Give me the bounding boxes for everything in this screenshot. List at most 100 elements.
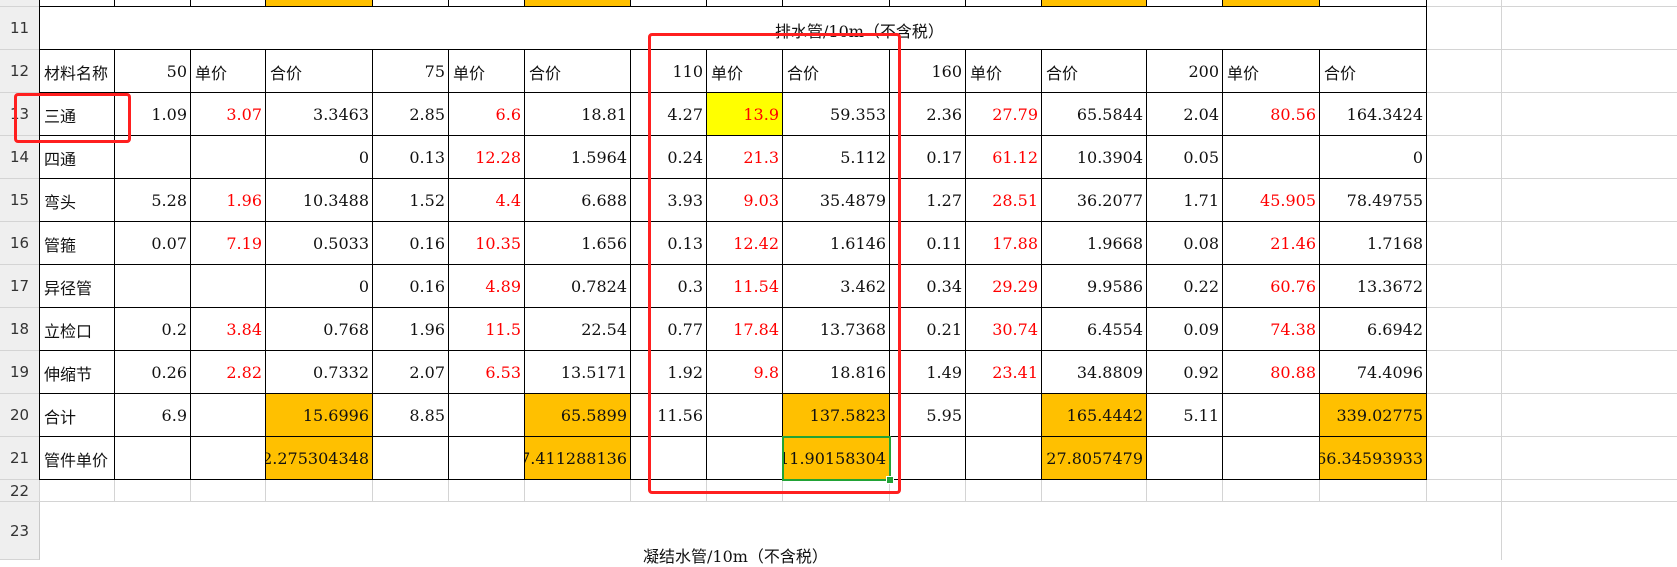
header-cell-t50[interactable]: 合价 xyxy=(270,63,303,83)
cell-q50[interactable]: 1.09 xyxy=(151,105,187,124)
cell-p200[interactable] xyxy=(1223,136,1320,179)
cell-p160[interactable]: 27.79 xyxy=(992,105,1038,124)
cell-q160[interactable]: 0.17 xyxy=(926,148,962,167)
cell-q160[interactable]: 5.95 xyxy=(926,406,962,425)
cell-p75[interactable]: 4.89 xyxy=(485,277,521,296)
cell-p200[interactable]: 74.38 xyxy=(1270,320,1316,339)
cell-q200[interactable]: 2.04 xyxy=(1183,105,1219,124)
cell-q110[interactable]: 3.93 xyxy=(667,191,703,210)
cell-s160[interactable]: 6.4554 xyxy=(1087,320,1143,339)
header-cell-u50[interactable]: 单价 xyxy=(195,63,228,83)
cell-q50[interactable]: 0.26 xyxy=(151,363,187,382)
cell-q160[interactable]: 2.36 xyxy=(926,105,962,124)
cell-p200[interactable]: 45.905 xyxy=(1260,191,1316,210)
cell-s110[interactable]: 59.353 xyxy=(830,105,886,124)
cell-q200[interactable]: 0.08 xyxy=(1183,234,1219,253)
cell-p200[interactable]: 21.46 xyxy=(1270,234,1316,253)
header-cell-t75[interactable]: 合价 xyxy=(529,63,562,83)
cell-s75[interactable]: 0.7824 xyxy=(571,277,627,296)
cell-p160[interactable] xyxy=(966,437,1042,480)
header-cell-c50[interactable]: 50 xyxy=(166,62,187,81)
cell-q160[interactable]: 0.21 xyxy=(926,320,962,339)
cell-s50[interactable]: 15.6996 xyxy=(266,394,373,437)
row-header-12[interactable]: 12 xyxy=(0,50,40,93)
cell-s110[interactable]: 35.4879 xyxy=(819,191,886,210)
cell-p110[interactable]: 11.54 xyxy=(733,277,779,296)
cell-q160[interactable]: 0.11 xyxy=(926,234,962,253)
row-header-17[interactable]: 17 xyxy=(0,265,40,308)
row-header-21[interactable]: 21 xyxy=(0,437,40,480)
cell-s160[interactable]: 165.4442 xyxy=(1042,394,1147,437)
cell-s200[interactable]: 164.3424 xyxy=(1346,105,1423,124)
cell-q75[interactable]: 0.13 xyxy=(409,148,445,167)
cell-q50[interactable]: 5.28 xyxy=(151,191,187,210)
cell-p110[interactable]: 12.42 xyxy=(733,234,779,253)
cell-s50[interactable]: 0 xyxy=(358,148,369,167)
cell-s75[interactable]: 1.5964 xyxy=(571,148,627,167)
row-label[interactable]: 合计 xyxy=(44,407,77,427)
row-label[interactable]: 弯头 xyxy=(44,192,77,212)
cell-q200[interactable] xyxy=(1147,437,1223,480)
cell-p75[interactable]: 6.6 xyxy=(495,105,521,124)
cell-p75[interactable]: 12.28 xyxy=(475,148,521,167)
cell-s200[interactable]: 0 xyxy=(1412,148,1423,167)
cell-q200[interactable]: 0.09 xyxy=(1183,320,1219,339)
row-header-18[interactable]: 18 xyxy=(0,308,40,351)
selected-cell[interactable] xyxy=(782,436,891,481)
cell-s160[interactable]: 36.2077 xyxy=(1076,191,1143,210)
cell-s110[interactable]: 1.6146 xyxy=(830,234,886,253)
cell-s50[interactable]: 2.275304348 xyxy=(266,437,373,480)
cell-p200[interactable]: 60.76 xyxy=(1270,277,1316,296)
cell-s50[interactable]: 0 xyxy=(358,277,369,296)
row-label[interactable]: 四通 xyxy=(44,149,77,169)
row-label[interactable]: 管件单价 xyxy=(44,450,109,470)
cell-p160[interactable]: 61.12 xyxy=(992,148,1038,167)
cell-q200[interactable]: 0.22 xyxy=(1183,277,1219,296)
cell-q200[interactable]: 5.11 xyxy=(1183,406,1219,425)
cell-q110[interactable]: 11.56 xyxy=(657,406,703,425)
cell-q110[interactable]: 0.3 xyxy=(677,277,703,296)
cell-s160[interactable]: 1.9668 xyxy=(1087,234,1143,253)
cell-s110[interactable]: 18.816 xyxy=(830,363,886,382)
cell-q75[interactable]: 1.52 xyxy=(409,191,445,210)
header-cell-u160[interactable]: 单价 xyxy=(970,63,1003,83)
cell-s200[interactable]: 78.49755 xyxy=(1346,191,1423,210)
cell-p160[interactable]: 28.51 xyxy=(992,191,1038,210)
header-cell-c160[interactable]: 160 xyxy=(931,62,962,81)
cell-p50[interactable]: 3.07 xyxy=(226,105,262,124)
cell-p50[interactable]: 2.82 xyxy=(226,363,262,382)
cell-p110[interactable]: 9.8 xyxy=(753,363,779,382)
cell-s110[interactable]: 11.90158304 xyxy=(783,437,890,480)
header-cell-t110[interactable]: 合价 xyxy=(787,63,820,83)
cell-p50[interactable]: 3.84 xyxy=(226,320,262,339)
cell-p160[interactable]: 29.29 xyxy=(992,277,1038,296)
cell-s75[interactable]: 1.656 xyxy=(581,234,627,253)
cell-s110[interactable]: 3.462 xyxy=(840,277,886,296)
cell-q110[interactable]: 4.27 xyxy=(667,105,703,124)
header-cell-name[interactable]: 材料名称 xyxy=(44,63,109,83)
cell-q200[interactable]: 1.71 xyxy=(1183,191,1219,210)
header-cell-t200[interactable]: 合价 xyxy=(1324,63,1357,83)
row-label[interactable]: 管箍 xyxy=(44,235,77,255)
cell-p160[interactable]: 17.88 xyxy=(992,234,1038,253)
cell-p200[interactable]: 80.88 xyxy=(1270,363,1316,382)
row-header-23[interactable]: 23 xyxy=(0,502,40,560)
cell-p160[interactable]: 23.41 xyxy=(992,363,1038,382)
cell-s50[interactable]: 0.5033 xyxy=(313,234,369,253)
cell-p50[interactable]: 1.96 xyxy=(226,191,262,210)
row-header-22[interactable]: 22 xyxy=(0,480,40,502)
cell-q75[interactable] xyxy=(373,437,449,480)
row-header-11[interactable]: 11 xyxy=(0,7,40,50)
cell-s160[interactable]: 34.8809 xyxy=(1076,363,1143,382)
cell-q75[interactable]: 1.96 xyxy=(409,320,445,339)
cell-p110[interactable]: 17.84 xyxy=(733,320,779,339)
header-cell-c75[interactable]: 75 xyxy=(424,62,445,81)
row-header-20[interactable]: 20 xyxy=(0,394,40,437)
cell-q160[interactable] xyxy=(890,437,966,480)
cell-q75[interactable]: 8.85 xyxy=(409,406,445,425)
cell-s160[interactable]: 10.3904 xyxy=(1076,148,1143,167)
row-header-15[interactable]: 15 xyxy=(0,179,40,222)
row-header-16[interactable]: 16 xyxy=(0,222,40,265)
cell-s50[interactable]: 10.3488 xyxy=(302,191,369,210)
cell-p50[interactable] xyxy=(191,394,266,437)
